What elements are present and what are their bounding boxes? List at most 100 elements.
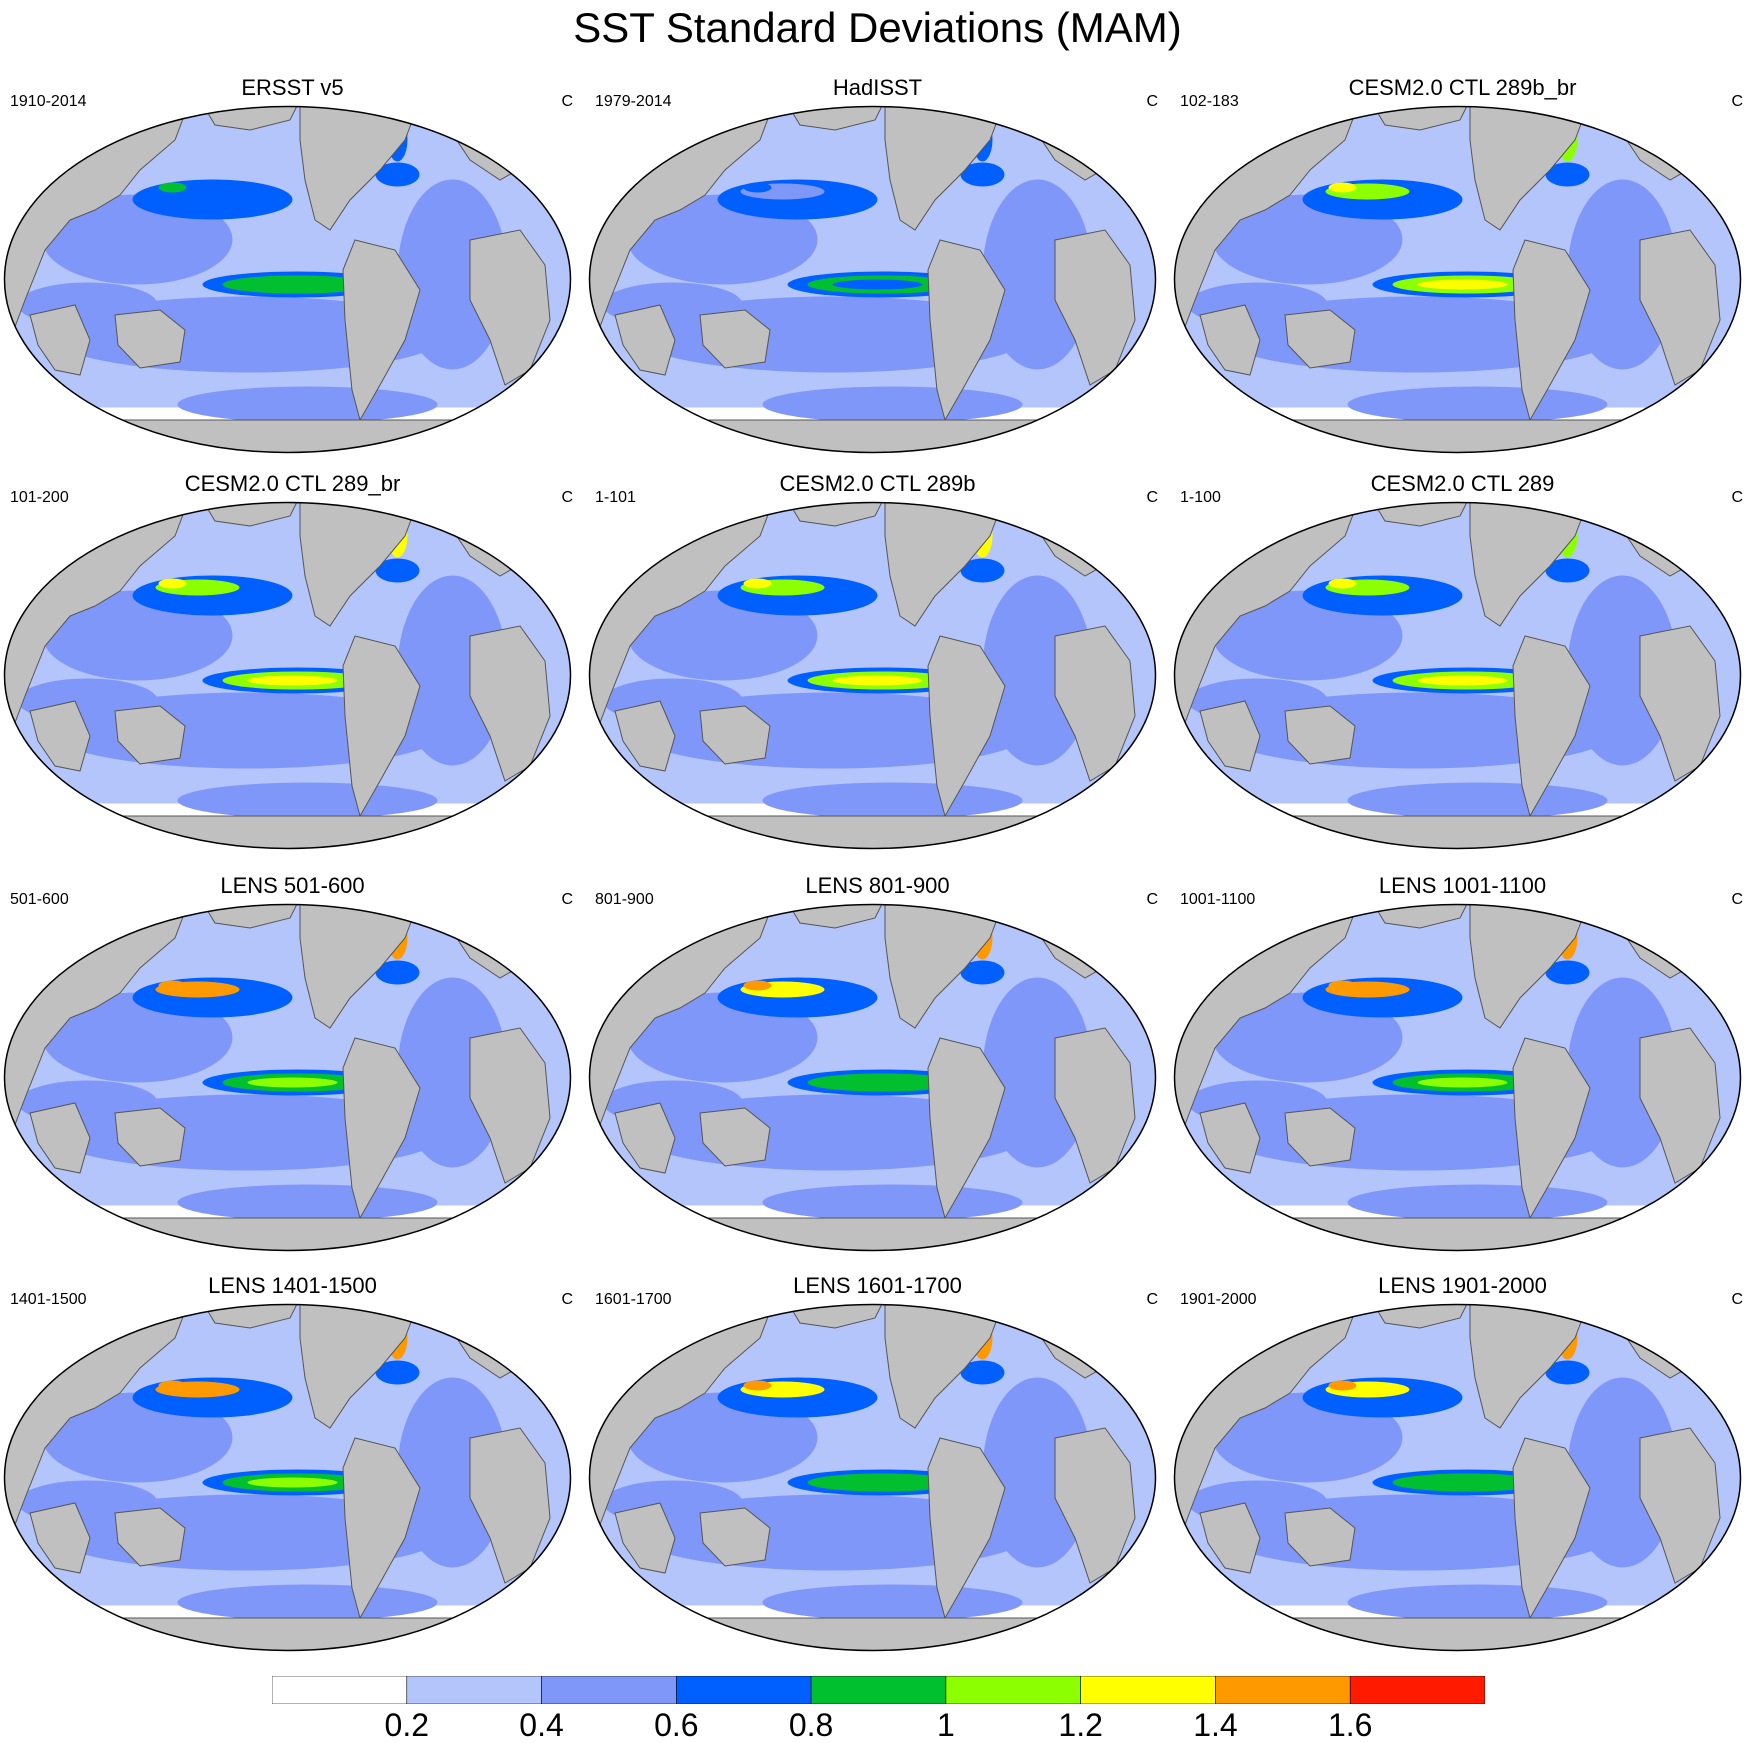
map-panel: ERSST v5 1910-2014 C <box>0 74 585 474</box>
panel-years: 1-100 <box>1180 489 1221 506</box>
robinson-map <box>588 105 1157 454</box>
antarctica <box>589 1617 1156 1651</box>
africa-east <box>29 1102 91 1174</box>
gulf-stream <box>375 162 420 187</box>
southern-ocean-band <box>1347 782 1608 819</box>
equatorial-pacific-core <box>247 1077 338 1088</box>
south-america <box>1512 635 1591 818</box>
south-america <box>927 1437 1006 1620</box>
panel-years: 801-900 <box>595 891 654 908</box>
kuroshio-peak <box>158 980 187 991</box>
colorbar-swatch <box>1215 1676 1351 1704</box>
equatorial-pacific-core <box>832 279 923 290</box>
map-border <box>1173 1303 1742 1652</box>
map-border <box>1173 105 1742 454</box>
panel-units: C <box>1146 1291 1158 1308</box>
australia <box>1284 1507 1356 1567</box>
colorbar-tick-label: 0.6 <box>654 1707 699 1743</box>
south-america <box>342 1437 421 1620</box>
kuroshio-peak <box>1328 182 1357 193</box>
map-panel: CESM2.0 CTL 289b 1-101 C <box>585 470 1170 870</box>
equatorial-pacific-core <box>832 1477 923 1488</box>
gulf-stream <box>1545 162 1590 187</box>
south-america <box>1512 1037 1591 1220</box>
equatorial-pacific-core <box>247 1477 338 1488</box>
colorbar-tick-label: 0.2 <box>384 1707 430 1743</box>
south-america <box>1512 239 1591 422</box>
colorbar <box>272 1676 1485 1704</box>
south-america <box>927 635 1006 818</box>
colorbar-tick-label: 0.8 <box>788 1707 834 1743</box>
africa-east <box>614 700 676 772</box>
southern-ocean-band <box>762 1584 1023 1621</box>
atlantic-band <box>397 977 508 1168</box>
southern-ocean-band <box>1347 1584 1608 1621</box>
africa-east <box>29 304 91 376</box>
panel-units: C <box>1731 891 1743 908</box>
southern-ocean-band <box>762 782 1023 819</box>
gulf-stream <box>375 558 420 583</box>
australia <box>114 1507 186 1567</box>
panel-title: HadISST <box>832 75 923 100</box>
equatorial-pacific-core <box>1417 675 1508 686</box>
robinson-map <box>3 501 572 850</box>
africa-east <box>1199 304 1261 376</box>
robinson-map <box>588 903 1157 1252</box>
colorbar-swatch <box>810 1676 947 1704</box>
antarctica <box>4 419 571 453</box>
atlantic-band <box>1567 575 1678 766</box>
panel-years: 1910-2014 <box>10 93 87 110</box>
panel-title: LENS 501-600 <box>220 873 365 898</box>
panel-units: C <box>1146 489 1158 506</box>
map-panel: LENS 501-600 501-600 C <box>0 872 585 1272</box>
gulf-stream <box>375 960 420 985</box>
antarctica <box>4 1617 571 1651</box>
australia <box>1284 1107 1356 1167</box>
colorbar-swatch <box>406 1676 542 1704</box>
equatorial-pacific-core <box>247 279 338 290</box>
kuroshio-peak <box>743 1380 772 1391</box>
atlantic-band <box>397 575 508 766</box>
southern-ocean-band <box>177 782 438 819</box>
kuroshio-peak <box>743 182 772 193</box>
robinson-map <box>1173 501 1742 850</box>
panel-title: LENS 801-900 <box>805 873 950 898</box>
africa-east <box>614 304 676 376</box>
map-panel: CESM2.0 CTL 289_br 101-200 C <box>0 470 585 870</box>
south-america <box>342 1037 421 1220</box>
map-border <box>588 1303 1157 1652</box>
antarctica <box>1174 419 1741 453</box>
panel-units: C <box>1731 489 1743 506</box>
equatorial-pacific-core <box>1417 1077 1508 1088</box>
colorbar-tick-label: 1.6 <box>1327 1707 1373 1743</box>
kuroshio-peak <box>158 578 187 589</box>
australia <box>114 1107 186 1167</box>
atlantic-band <box>982 179 1093 370</box>
panel-title: CESM2.0 CTL 289 <box>1370 471 1555 496</box>
map-panel: HadISST 1979-2014 C <box>585 74 1170 474</box>
robinson-map <box>1173 903 1742 1252</box>
panel-years: 1001-1100 <box>1180 891 1256 908</box>
australia <box>1284 705 1356 765</box>
australia <box>699 1507 771 1567</box>
africa-east <box>29 1502 91 1574</box>
antarctica <box>589 1217 1156 1251</box>
map-panel: CESM2.0 CTL 289b_br 102-183 C <box>1170 74 1755 474</box>
africa-east <box>1199 1102 1261 1174</box>
panel-units: C <box>561 93 573 110</box>
south-america <box>927 1037 1006 1220</box>
panel-years: 1401-1500 <box>10 1291 87 1308</box>
australia <box>699 1107 771 1167</box>
antarctica <box>4 815 571 849</box>
colorbar-swatch <box>945 1676 1081 1704</box>
map-border <box>3 1303 572 1652</box>
panel-title: CESM2.0 CTL 289b <box>779 471 976 496</box>
africa-east <box>29 700 91 772</box>
robinson-map <box>1173 1303 1742 1652</box>
colorbar-tick-label: 1.4 <box>1193 1707 1238 1743</box>
gulf-stream <box>375 1360 420 1385</box>
map-border <box>588 903 1157 1252</box>
panel-years: 1-101 <box>595 489 636 506</box>
south-america <box>342 239 421 422</box>
colorbar-swatches <box>272 1676 1485 1704</box>
